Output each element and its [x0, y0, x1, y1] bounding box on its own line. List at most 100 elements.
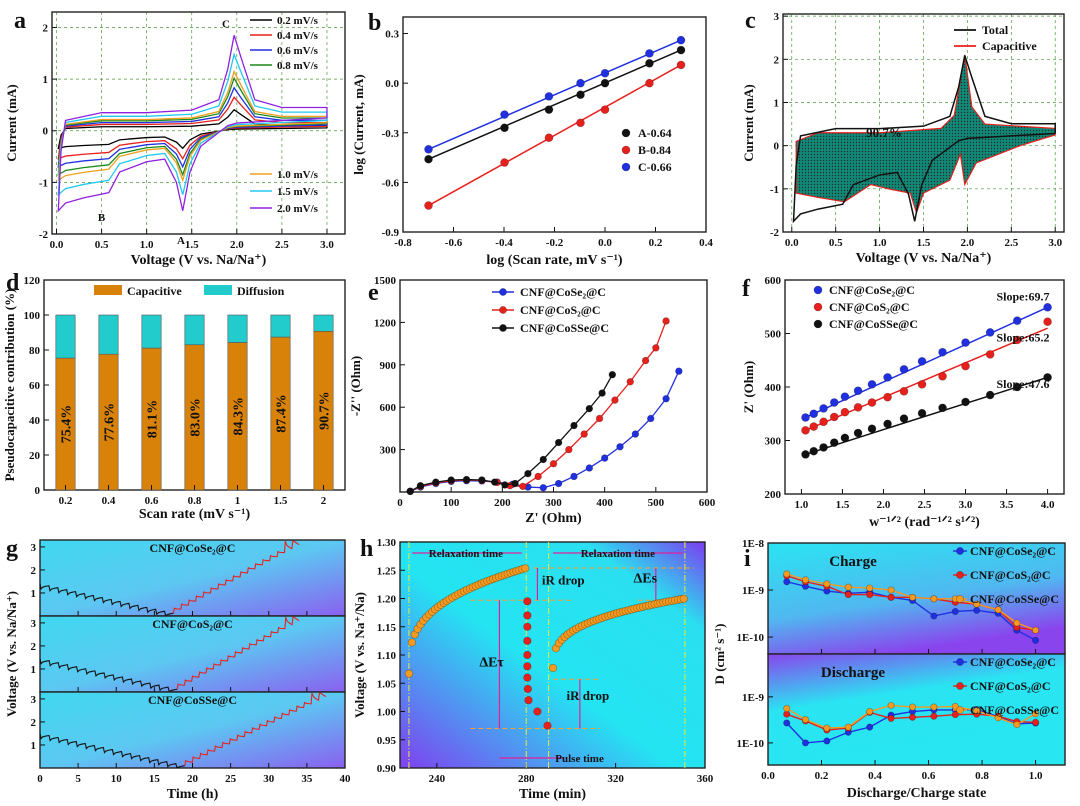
bar-diffusion [141, 314, 162, 349]
data-point [534, 472, 542, 481]
y-tick-label: -1 [770, 184, 779, 196]
y-tick-label: 1E-8 [742, 538, 765, 550]
y-tick-label: 1.00 [377, 707, 397, 719]
bar-value-label: 83.0% [189, 398, 204, 437]
axes-frame [399, 279, 708, 493]
x-axis-label: Time (h) [167, 787, 219, 802]
x-tick-label: 2 [321, 495, 327, 507]
data-point [866, 584, 874, 592]
legend-label: CNF@CoSSe@C [970, 592, 1059, 606]
data-point [626, 378, 634, 386]
data-point [478, 476, 486, 484]
x-tick-label: 0.5 [95, 239, 109, 251]
legend-label: Total [982, 23, 1009, 37]
data-point [994, 606, 1002, 614]
data-point [840, 407, 850, 417]
panel-h-gitt-step: 240 280 320 360 0.90 0.95 1.00 1.05 1.10 1.15 1.20… [352, 536, 714, 802]
x-tick-label: 1.0 [795, 499, 809, 511]
x-tick-label: 0.2 [59, 495, 73, 507]
panel-letter: d [6, 270, 20, 296]
discharge-curve [39, 658, 178, 693]
axes-frame [51, 11, 346, 235]
x-tick-label: 0.6 [145, 495, 159, 507]
data-point [887, 586, 895, 594]
annotation: ΔEs [633, 572, 657, 587]
legend-marker [621, 162, 631, 172]
data-point [1032, 626, 1040, 634]
x-tick-label: 0.8 [188, 495, 202, 507]
data-point [961, 397, 970, 407]
x-tick-label: -0.2 [546, 237, 564, 249]
data-point [801, 739, 809, 747]
x-tick-label: 3.0 [959, 499, 973, 511]
panel-letter: b [368, 10, 381, 36]
relaxation-point [521, 564, 530, 573]
pulse-point [523, 684, 532, 694]
subpanel-title: CNF@CoSe₂@C [150, 541, 236, 555]
y-tick-label: 3 [31, 618, 37, 630]
axes-frame [402, 16, 707, 233]
data-point [801, 450, 810, 459]
y-tick-label: 1.05 [377, 678, 397, 690]
x-tick-label: 2.0 [877, 499, 891, 511]
y-tick-label: 2 [31, 565, 37, 577]
y-tick-label: 300 [765, 436, 782, 448]
x-tick-label: 4.0 [1041, 499, 1055, 511]
plot-area [403, 17, 706, 232]
x-tick-label: 500 [648, 497, 665, 509]
x-tick-label: 3.0 [320, 239, 334, 251]
data-point [951, 711, 959, 719]
data-point [675, 367, 683, 375]
data-point [565, 445, 573, 454]
x-tick-label: 3.5 [1000, 499, 1014, 511]
peak-label: A [177, 235, 185, 247]
data-point [645, 49, 654, 58]
charge-curve [176, 616, 300, 690]
y-axis-label: Current (mA) [741, 84, 756, 161]
relaxation-point [407, 638, 416, 647]
x-tick-label: 40 [340, 773, 352, 785]
x-tick-label: 300 [545, 497, 562, 509]
plot-area [768, 654, 1065, 765]
data-point [645, 78, 654, 88]
y-tick-label: -0.6 [382, 177, 400, 189]
data-point [432, 478, 440, 486]
annotation: Relaxation time [581, 548, 655, 560]
relaxation-point [404, 669, 414, 678]
y-tick-label: 0.90 [377, 763, 397, 775]
data-point [416, 481, 425, 490]
x-tick-label: 240 [429, 773, 446, 785]
bar-diffusion [270, 314, 291, 338]
data-point [867, 424, 877, 434]
data-point [809, 409, 819, 419]
bar-diffusion [184, 314, 205, 346]
data-point [500, 158, 509, 167]
data-point [645, 59, 654, 68]
x-axis-label: w⁻¹ᐟ² (rad⁻¹ᐟ² s¹ᐟ²) [869, 515, 980, 530]
y-tick-label: 3 [31, 542, 37, 554]
data-point [662, 395, 670, 403]
data-point [1012, 382, 1022, 392]
data-point [973, 606, 981, 614]
data-point [819, 417, 828, 427]
y-tick-label: 80 [29, 345, 41, 357]
pulse-point [523, 636, 532, 645]
discharge-curve [39, 733, 185, 769]
data-point [917, 380, 927, 389]
data-point [500, 110, 509, 119]
data-point [576, 78, 585, 88]
x-tick-label: 20 [187, 773, 199, 785]
cv-curve [57, 96, 328, 161]
panel-i-diffusion: 1E-8 1E-9 1E-10 Charge CNF@CoSe₂@C CNF@CoS₂@C… [712, 538, 1066, 801]
legend-marker [813, 319, 823, 329]
data-point [576, 90, 585, 100]
legend-label: CNF@CoSe₂@C [970, 544, 1056, 558]
legend-label: C-0.66 [638, 160, 672, 174]
y-axis-label: -Z'' (Ohm) [348, 356, 363, 416]
data-point [853, 386, 863, 396]
legend-label: B-0.84 [638, 143, 671, 157]
data-point [424, 145, 433, 154]
data-point [844, 591, 852, 599]
data-point [600, 105, 610, 114]
x-tick-label: 0 [397, 497, 403, 509]
